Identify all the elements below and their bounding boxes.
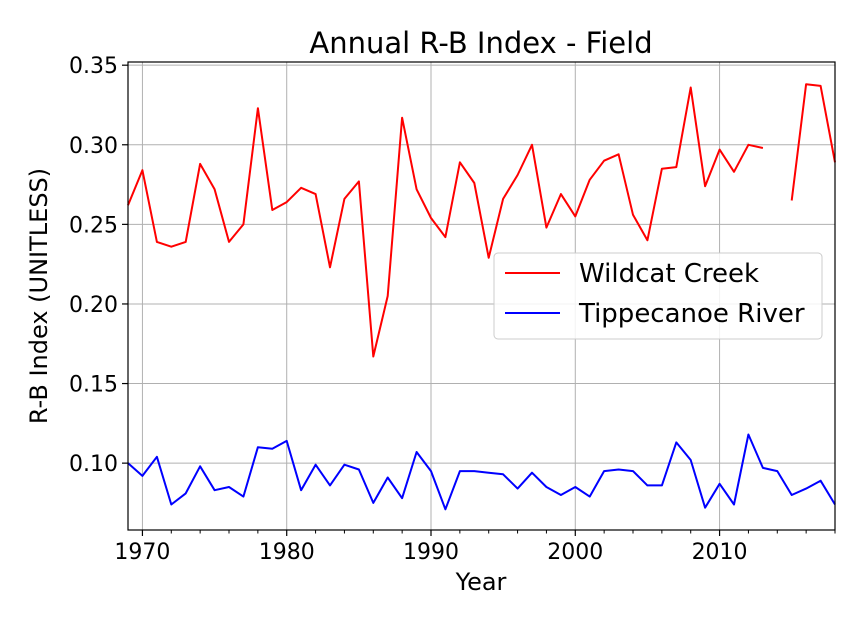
y-tick-label: 0.35 xyxy=(69,54,118,79)
chart-title: Annual R-B Index - Field xyxy=(309,26,652,60)
legend-label-wildcat-creek: Wildcat Creek xyxy=(579,259,759,289)
y-tick-label: 0.20 xyxy=(69,293,118,318)
legend-box xyxy=(493,252,823,340)
x-tick-label: 1980 xyxy=(259,540,315,565)
x-tick-label: 2000 xyxy=(547,540,603,565)
plot-area-frame xyxy=(127,61,836,531)
x-axis-title: Year xyxy=(455,568,507,596)
y-tick-label: 0.15 xyxy=(69,373,118,398)
legend-label-tippecanoe-river: Tippecanoe River xyxy=(578,299,805,329)
x-tick-label: 2010 xyxy=(692,540,748,565)
series-group xyxy=(127,83,836,511)
legend: Wildcat Creek Tippecanoe River xyxy=(493,252,823,340)
x-tick-label: 1970 xyxy=(114,540,170,565)
x-tick-label: 1990 xyxy=(403,540,459,565)
y-tick-label: 0.30 xyxy=(69,134,118,159)
series-line-wildcat-creek xyxy=(127,83,836,358)
axis-ticks: 1970 1980 1990 2000 2010 0.10 0.15 0.20 0.25 0.30… xyxy=(69,54,836,565)
y-tick-label: 0.25 xyxy=(69,213,118,238)
y-tick-label: 0.10 xyxy=(69,452,118,477)
y-axis-title: R-B Index (UNITLESS) xyxy=(25,168,53,424)
series-line-tippecanoe-river xyxy=(127,433,836,511)
